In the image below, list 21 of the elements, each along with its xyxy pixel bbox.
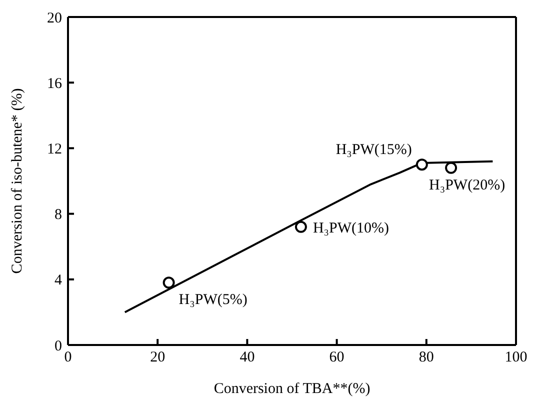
point (445, 162, 458, 174)
point (294, 220, 307, 233)
x-tick-label: 80 (418, 350, 434, 366)
y-tick-label: 16 (47, 76, 62, 92)
y-tick-label: 20 (47, 10, 62, 26)
annotation: H₃PW(20%) (429, 177, 506, 194)
annotation: H₃PW(15%) (336, 142, 412, 158)
x-tick-label: 100 (504, 350, 528, 366)
y-tick-label: 4 (54, 272, 62, 289)
y-tick-label: 8 (54, 207, 62, 224)
x-tick-label: 40 (240, 350, 255, 366)
x-axis-title: Conversion of TBA**(%) (214, 381, 370, 397)
x-tick-label: 20 (150, 350, 166, 366)
point (416, 158, 428, 171)
y-axis-title: Conversion of iso-butene* (%) (9, 88, 26, 274)
annotation: H₃PW(10%) (312, 220, 390, 236)
annotation: H₃PW(5%) (178, 292, 248, 308)
y-tick-label: 12 (47, 142, 62, 158)
y-tick-label: 0 (54, 338, 62, 354)
point (162, 276, 175, 289)
x-tick-label: 60 (329, 350, 344, 366)
